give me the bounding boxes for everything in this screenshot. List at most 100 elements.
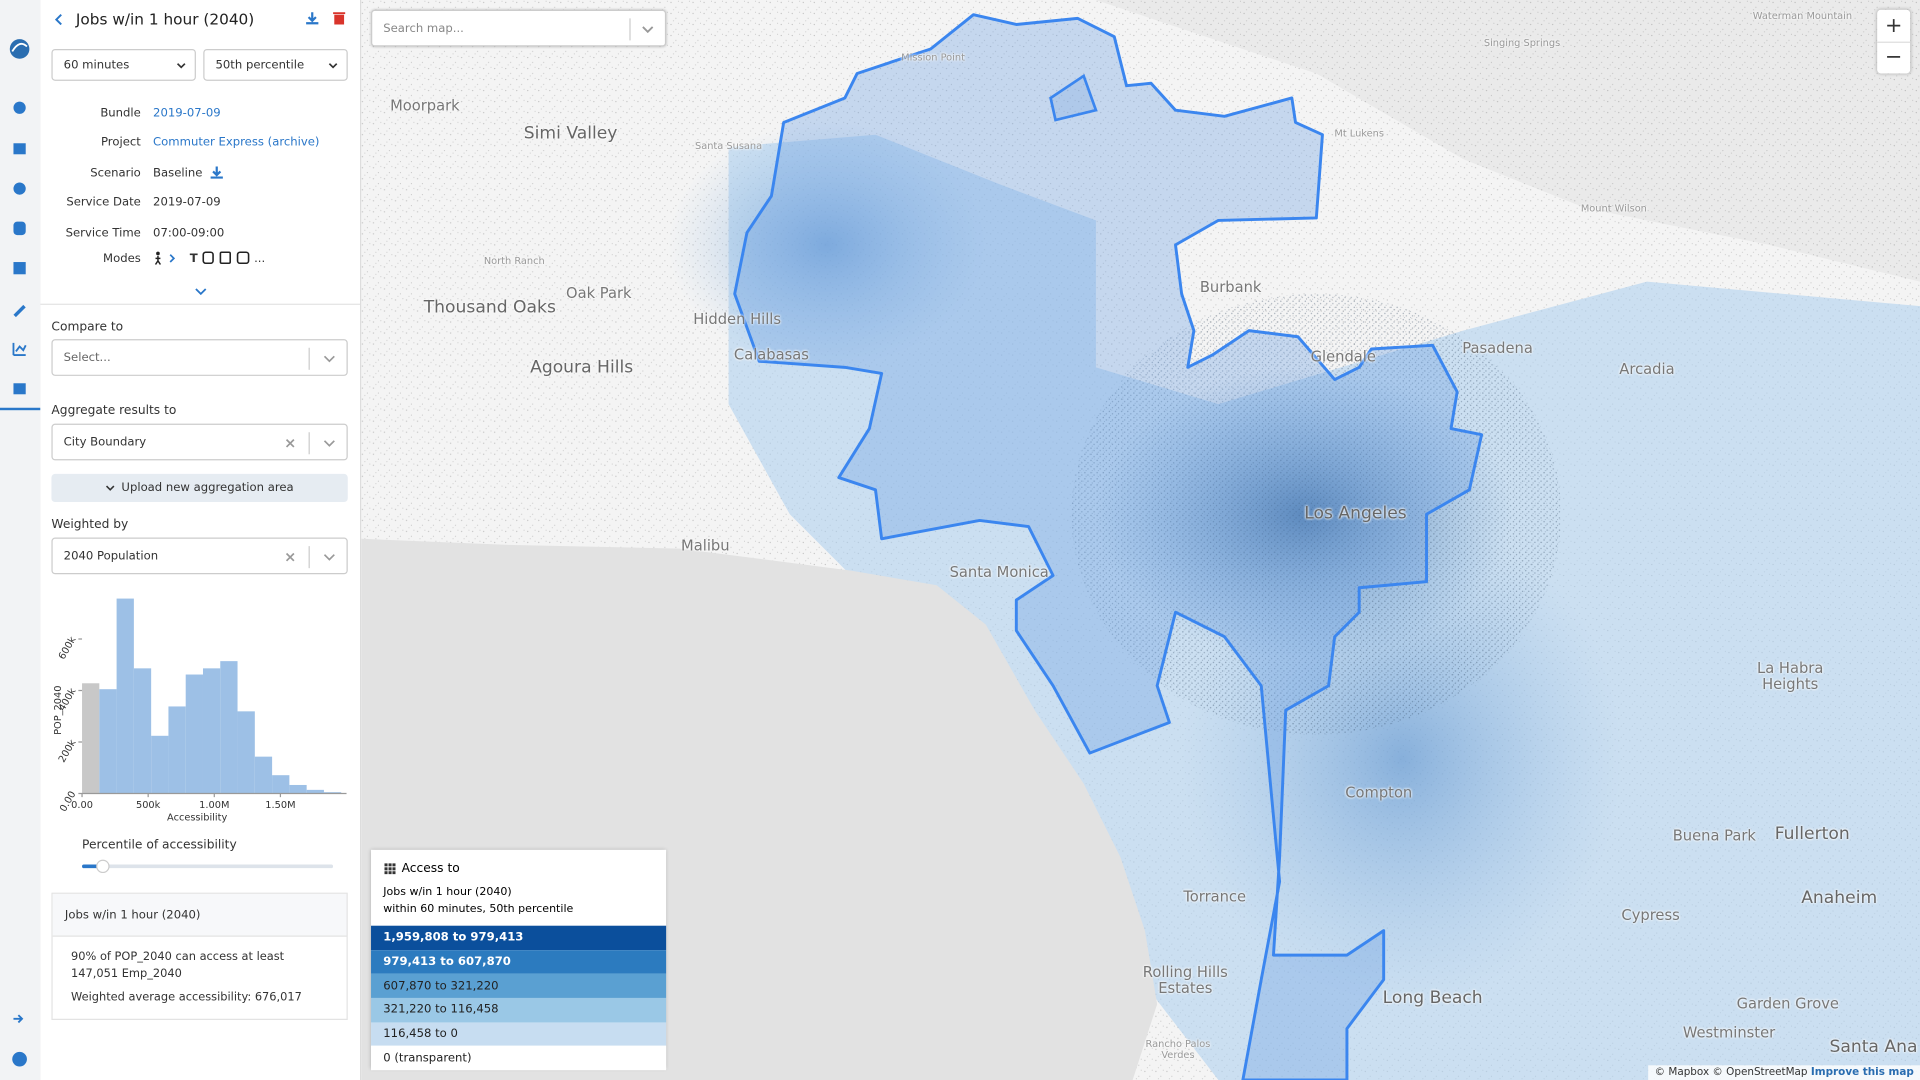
map-label: La Habra Heights — [1757, 659, 1824, 694]
histogram-bar — [272, 775, 290, 794]
mode-item: ... — [254, 251, 266, 266]
detail-value: Baseline — [153, 166, 203, 180]
detail-value[interactable]: Commuter Express (archive) — [153, 136, 320, 150]
x-tick-label: 1.00M — [199, 800, 229, 811]
download-button[interactable] — [305, 11, 320, 26]
detail-row: Service Time 07:00-09:00 — [40, 218, 360, 248]
back-button[interactable] — [53, 12, 65, 27]
legend-header: Access to — [384, 862, 460, 876]
map-label: North Ranch — [483, 255, 545, 267]
compare-select[interactable]: Select... — [51, 339, 348, 376]
upload-button-text: Upload new aggregation area — [121, 481, 294, 495]
map-label: Fullerton — [1774, 824, 1850, 845]
detail-label: Project — [101, 136, 141, 150]
map-label: Burbank — [1199, 278, 1262, 296]
map-label: Moorpark — [390, 97, 460, 115]
nav-icon[interactable] — [13, 1014, 24, 1024]
detail-label: Service Time — [65, 226, 141, 240]
map-label: Arcadia — [1619, 360, 1675, 378]
time-select[interactable]: 60 minutes — [51, 48, 196, 81]
percentile-select-value: 50th percentile — [215, 58, 305, 72]
nav-icon[interactable] — [13, 383, 26, 395]
divider — [40, 303, 361, 305]
map-label: Mt Lukens — [1334, 128, 1384, 140]
y-axis-label: POP_2040 — [53, 686, 64, 735]
map-label: Oak Park — [566, 284, 632, 302]
percentile-slider[interactable] — [77, 857, 340, 877]
download-icon[interactable] — [210, 166, 225, 181]
detail-label: Modes — [103, 251, 141, 266]
map-label: Long Beach — [1382, 988, 1483, 1009]
mode-item: T — [189, 251, 198, 266]
aggregate-value: City Boundary — [63, 435, 147, 449]
nav-icon[interactable] — [13, 304, 26, 318]
detail-value: 2019-07-09 — [153, 196, 221, 210]
x-tick-label: 1.50M — [265, 800, 295, 811]
legend-row: 607,870 to 321,220 — [371, 973, 667, 999]
nav-icon[interactable] — [12, 342, 27, 357]
city-boundary[interactable] — [733, 13, 1484, 1080]
nav-icon[interactable] — [13, 262, 26, 275]
aggregate-select[interactable]: City Boundary — [51, 423, 348, 461]
zoom-in[interactable]: + — [1877, 10, 1911, 43]
map-label: Cypress — [1621, 906, 1680, 924]
analysis-title: Jobs w/in 1 hour (2040) — [75, 9, 255, 29]
histogram: 0.00 500k 1.00M 1.50M0.00200k400k600kPOP_20… — [53, 598, 347, 823]
histogram-bar — [82, 683, 100, 794]
detail-label: Scenario — [90, 166, 141, 180]
map-label: Waterman Mountain — [1752, 10, 1853, 22]
legend-row: 1,959,808 to 979,413 — [371, 925, 667, 950]
nav-icons — [0, 39, 41, 1067]
nav-icon[interactable] — [13, 182, 26, 195]
x-axis-label: Accessibility — [167, 812, 227, 823]
detail-value: 07:00-09:00 — [153, 226, 225, 240]
histogram-bar — [185, 674, 203, 794]
summary-line: Weighted average accessibility: 676,017 — [71, 990, 302, 1005]
legend-row: 321,220 to 116,458 — [371, 998, 667, 1023]
zoom-out[interactable]: − — [1884, 45, 1903, 70]
nav-icon[interactable] — [12, 1051, 27, 1067]
map-label: Malibu — [681, 536, 730, 554]
histogram-bar — [323, 792, 342, 794]
weighted-select[interactable]: 2040 Population — [51, 537, 348, 575]
histogram-bar — [254, 756, 273, 794]
divider — [629, 18, 631, 41]
legend-label: 0 (transparent) — [383, 1051, 472, 1066]
search-box[interactable]: Search map... — [371, 9, 667, 47]
nav-icon[interactable] — [13, 221, 26, 236]
expand-toggle[interactable] — [195, 287, 207, 297]
detail-row: Bundle 2019-07-09 — [40, 98, 360, 128]
active-indicator — [0, 407, 41, 411]
nav-bar — [0, 0, 42, 1080]
nav-icon[interactable] — [13, 101, 26, 114]
legend-label: 116,458 to 0 — [383, 1027, 458, 1041]
x-tick-label: 500k — [136, 800, 161, 811]
slider-label: Percentile of accessibility — [82, 838, 237, 853]
upload-button[interactable]: Upload new aggregation area — [51, 473, 348, 503]
legend-row: 116,458 to 0 — [371, 1022, 667, 1047]
map-label: Rancho Palos Verdes — [1145, 1038, 1211, 1061]
histogram-bar — [289, 784, 307, 794]
delete-button[interactable] — [333, 11, 346, 26]
detail-value[interactable]: 2019-07-09 — [153, 106, 221, 120]
nav-icon[interactable] — [13, 143, 26, 155]
histogram-bar — [306, 789, 324, 794]
legend-subtitle: Jobs w/in 1 hour (2040) — [383, 886, 512, 899]
map-label: Mount Wilson — [1580, 202, 1647, 214]
detail-row: Scenario Baseline — [40, 158, 360, 188]
histogram-bar — [151, 735, 169, 794]
map-label: Torrance — [1183, 888, 1247, 906]
improve-link[interactable]: Improve this map — [1810, 1066, 1914, 1079]
map[interactable]: Waterman Mountain Mission Point Singing Sp… — [361, 0, 1920, 1080]
attribution-text: © Mapbox © OpenStreetMap — [1654, 1066, 1808, 1079]
detail-row: Project Commuter Express (archive) — [40, 128, 360, 158]
percentile-select[interactable]: 50th percentile — [203, 48, 348, 81]
summary-box: Jobs w/in 1 hour (2040) 90% of POP_2040 … — [51, 892, 348, 1021]
detail-label: Service Date — [66, 196, 141, 210]
map-label: Santa Ana — [1829, 1037, 1918, 1058]
map-label: Calabasas — [733, 345, 809, 363]
map-label: Anaheim — [1801, 888, 1878, 908]
map-label: Los Angeles — [1304, 503, 1407, 524]
